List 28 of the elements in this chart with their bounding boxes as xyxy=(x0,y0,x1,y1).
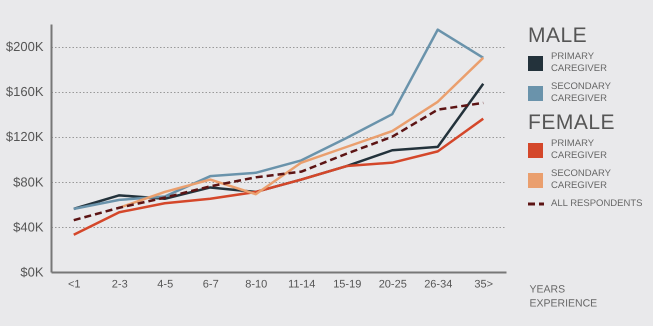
text: FEMALE xyxy=(528,111,616,135)
legend-label: ALL RESPONDENTS xyxy=(551,198,643,210)
x-tick-label: 35> xyxy=(474,278,494,290)
y-tick-label: $160K xyxy=(6,84,44,100)
x-tick-label: <1 xyxy=(68,278,81,290)
x-tick-label: 4-5 xyxy=(157,278,174,290)
legend-label: PRIMARY CAREGIVER xyxy=(551,138,608,162)
line-series xyxy=(118,56,484,209)
legend-label: SECONDARY CAREGIVER xyxy=(551,81,612,105)
y-tick-label: $120K xyxy=(6,129,44,144)
line-series xyxy=(72,28,484,210)
y-tick-label: $80K xyxy=(13,174,44,190)
legend-label: SECONDARY CAREGIVER xyxy=(551,168,612,192)
x-tick-label: 26-34 xyxy=(424,278,452,290)
x-tick-label: 15-19 xyxy=(333,278,362,290)
y-tick-label: $40K xyxy=(13,219,44,234)
x-tick-label: 20-25 xyxy=(378,278,407,290)
x-tick-label: 8-10 xyxy=(245,278,268,290)
x-tick-label: 6-7 xyxy=(202,278,219,290)
x-axis-title: YEARS EXPERIENCE xyxy=(530,284,598,310)
x-tick-label: 11-14 xyxy=(288,278,316,290)
text: MALE xyxy=(528,24,588,48)
line-series xyxy=(72,117,484,236)
legend-label: PRIMARY CAREGIVER xyxy=(551,51,608,75)
y-tick-label: $0K xyxy=(20,264,44,280)
y-tick-label: $200K xyxy=(6,39,44,54)
x-tick-label: 2-3 xyxy=(112,278,128,290)
line-series xyxy=(72,102,484,222)
